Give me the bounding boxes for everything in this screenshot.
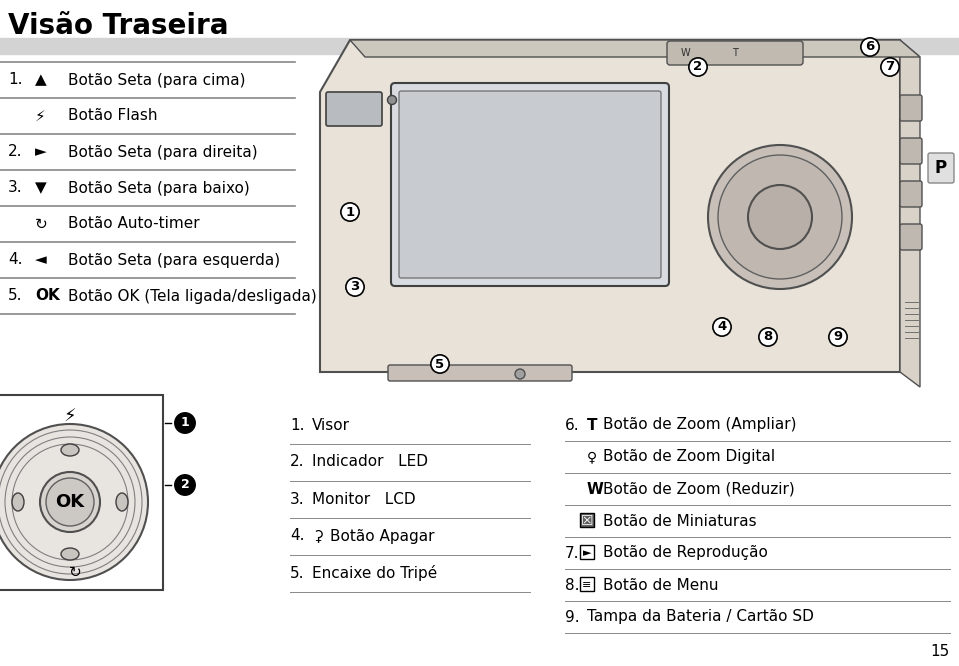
- Circle shape: [46, 478, 94, 526]
- Text: 9.: 9.: [565, 609, 579, 625]
- Text: ↻: ↻: [69, 565, 82, 579]
- Text: 8.: 8.: [565, 577, 579, 593]
- Text: ⚡: ⚡: [35, 109, 46, 123]
- FancyBboxPatch shape: [388, 365, 572, 381]
- FancyBboxPatch shape: [580, 513, 594, 527]
- Text: Indicador   LED: Indicador LED: [312, 454, 428, 470]
- Text: Visão Traseira: Visão Traseira: [8, 12, 228, 40]
- Text: OK: OK: [35, 288, 59, 304]
- Text: OK: OK: [56, 493, 84, 511]
- Circle shape: [40, 472, 100, 532]
- Text: 3.: 3.: [8, 180, 23, 196]
- Text: Botão Seta (para baixo): Botão Seta (para baixo): [68, 180, 249, 196]
- Text: Botão OK (Tela ligada/desligada): Botão OK (Tela ligada/desligada): [68, 288, 316, 304]
- Text: ↻: ↻: [35, 216, 48, 232]
- FancyBboxPatch shape: [900, 224, 922, 250]
- Text: Botão de Zoom (Reduzir): Botão de Zoom (Reduzir): [603, 482, 795, 496]
- Text: ≡: ≡: [582, 580, 592, 590]
- Text: ⚳: ⚳: [312, 529, 323, 543]
- Text: ▼: ▼: [35, 180, 47, 196]
- Text: 5.: 5.: [8, 288, 22, 304]
- Text: W: W: [587, 482, 604, 496]
- Text: Botão de Zoom (Ampliar): Botão de Zoom (Ampliar): [603, 418, 797, 432]
- Text: W: W: [680, 48, 690, 58]
- Text: 3.: 3.: [290, 492, 305, 507]
- Text: 5.: 5.: [290, 565, 305, 581]
- FancyBboxPatch shape: [900, 95, 922, 121]
- FancyBboxPatch shape: [900, 138, 922, 164]
- Text: Visor: Visor: [312, 418, 350, 432]
- Text: Botão Auto-timer: Botão Auto-timer: [68, 216, 199, 232]
- FancyBboxPatch shape: [900, 181, 922, 207]
- Polygon shape: [350, 40, 920, 57]
- FancyBboxPatch shape: [667, 41, 803, 65]
- Text: 1: 1: [345, 206, 355, 218]
- Text: Botão Seta (para cima): Botão Seta (para cima): [68, 73, 246, 87]
- Text: Botão de Miniaturas: Botão de Miniaturas: [603, 513, 757, 529]
- Text: 2.: 2.: [8, 145, 22, 159]
- Text: 15: 15: [931, 645, 950, 659]
- Circle shape: [515, 369, 525, 379]
- FancyBboxPatch shape: [391, 83, 669, 286]
- Text: 3: 3: [350, 280, 360, 294]
- Text: Botão de Reprodução: Botão de Reprodução: [603, 545, 768, 561]
- Text: Botão Seta (para esquerda): Botão Seta (para esquerda): [68, 252, 280, 268]
- Text: Botão Flash: Botão Flash: [68, 109, 157, 123]
- Circle shape: [708, 145, 852, 289]
- Text: 2: 2: [180, 478, 189, 492]
- Text: Botão Apagar: Botão Apagar: [330, 529, 434, 543]
- Text: 5: 5: [435, 358, 445, 370]
- Text: Botão de Menu: Botão de Menu: [603, 577, 718, 593]
- FancyBboxPatch shape: [928, 153, 954, 183]
- Text: ⚡: ⚡: [63, 408, 77, 426]
- Text: 7: 7: [885, 61, 895, 73]
- Text: 6: 6: [865, 41, 875, 53]
- Text: ►: ►: [583, 548, 592, 558]
- Text: ▲: ▲: [35, 73, 47, 87]
- Bar: [0, 38, 959, 54]
- Ellipse shape: [116, 493, 128, 511]
- Text: 2: 2: [693, 61, 703, 73]
- Circle shape: [718, 155, 842, 279]
- FancyBboxPatch shape: [326, 92, 382, 126]
- FancyBboxPatch shape: [399, 91, 661, 278]
- Text: T: T: [732, 48, 737, 58]
- Circle shape: [0, 424, 148, 580]
- Text: 8: 8: [763, 330, 773, 344]
- Text: ♀: ♀: [587, 450, 597, 464]
- Text: ☒: ☒: [581, 514, 594, 528]
- Text: 4.: 4.: [290, 529, 305, 543]
- Text: Botão de Zoom Digital: Botão de Zoom Digital: [603, 450, 775, 464]
- Text: P: P: [935, 159, 947, 177]
- Text: 1.: 1.: [290, 418, 305, 432]
- Text: Encaixe do Tripé: Encaixe do Tripé: [312, 565, 437, 581]
- FancyBboxPatch shape: [580, 545, 594, 559]
- Text: 9: 9: [833, 330, 843, 344]
- Text: ►: ►: [35, 145, 47, 159]
- Polygon shape: [320, 40, 900, 372]
- Circle shape: [748, 185, 812, 249]
- Text: 7.: 7.: [565, 545, 579, 561]
- Text: 2.: 2.: [290, 454, 305, 470]
- Ellipse shape: [61, 548, 79, 560]
- Ellipse shape: [61, 444, 79, 456]
- Ellipse shape: [12, 493, 24, 511]
- Text: 6.: 6.: [565, 418, 579, 432]
- Polygon shape: [350, 40, 920, 387]
- Circle shape: [387, 95, 396, 105]
- Text: Tampa da Bateria / Cartão SD: Tampa da Bateria / Cartão SD: [587, 609, 814, 625]
- Text: Monitor   LCD: Monitor LCD: [312, 492, 415, 507]
- Text: 4.: 4.: [8, 252, 22, 268]
- Text: T: T: [587, 418, 597, 432]
- Bar: [0, 395, 163, 590]
- Text: ◄: ◄: [35, 252, 47, 268]
- Text: 1: 1: [180, 416, 189, 430]
- FancyBboxPatch shape: [580, 577, 594, 591]
- Text: Botão Seta (para direita): Botão Seta (para direita): [68, 145, 258, 159]
- Text: 4: 4: [717, 320, 727, 334]
- Text: 1.: 1.: [8, 73, 22, 87]
